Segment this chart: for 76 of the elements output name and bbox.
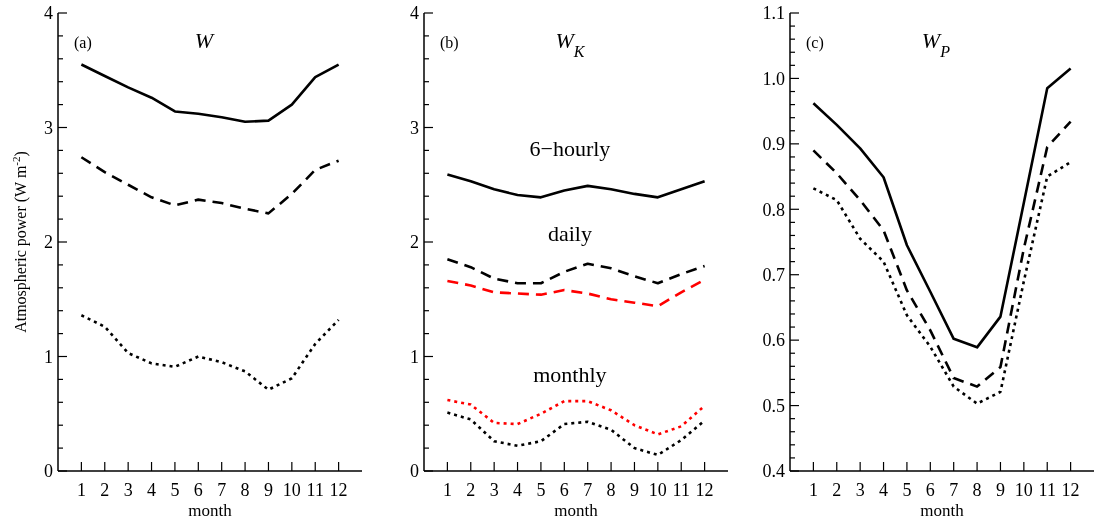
x-tick-label: 4 bbox=[147, 480, 157, 500]
x-tick-label: 9 bbox=[263, 480, 273, 500]
y-tick-label: 1 bbox=[410, 346, 419, 367]
annotation: (b) bbox=[440, 34, 459, 52]
y-tick-label: 0.8 bbox=[762, 199, 785, 220]
y-tick-label: 1.0 bbox=[762, 68, 785, 89]
x-tick-label: 8 bbox=[606, 480, 616, 500]
line-series bbox=[80, 63, 340, 124]
y-tick-label: 0 bbox=[44, 461, 53, 482]
y-tick-label: 1.1 bbox=[762, 3, 785, 24]
line-series bbox=[446, 173, 706, 199]
line-series bbox=[446, 257, 706, 285]
x-tick-label: 9 bbox=[995, 480, 1005, 500]
line-series bbox=[446, 411, 706, 457]
x-tick-label: 12 bbox=[329, 480, 348, 500]
x-tick-label: 3 bbox=[855, 480, 865, 500]
x-tick-label: 8 bbox=[972, 480, 982, 500]
y-tick-label: 0 bbox=[410, 461, 419, 482]
text: W bbox=[194, 28, 215, 53]
x-tick-label: 3 bbox=[123, 480, 133, 500]
x-tick-label: 10 bbox=[282, 480, 301, 500]
line-series bbox=[80, 155, 340, 215]
x-tick-label: 9 bbox=[629, 480, 639, 500]
x-tick-label: 11 bbox=[306, 480, 324, 500]
y-tick-label: 1 bbox=[44, 346, 53, 367]
x-tick-label: 6 bbox=[559, 480, 569, 500]
x-tick-label: 3 bbox=[489, 480, 499, 500]
annotation: 6−hourly bbox=[529, 136, 611, 162]
x-tick-label: 4 bbox=[513, 480, 523, 500]
x-tick-label: 5 bbox=[536, 480, 546, 500]
text: W$_{P}$ bbox=[921, 28, 951, 60]
x-tick-label: 5 bbox=[902, 480, 912, 500]
x-tick-label: 7 bbox=[583, 480, 593, 500]
x-tick-label: 7 bbox=[949, 480, 959, 500]
x-tick-label: 2 bbox=[100, 480, 110, 500]
x-tick-label: 1 bbox=[76, 480, 86, 500]
x-tick-label: 12 bbox=[1061, 480, 1080, 500]
x-axis-title: month bbox=[554, 501, 599, 520]
line-series bbox=[80, 313, 340, 392]
x-tick-label: 1 bbox=[808, 480, 818, 500]
x-tick-label: 6 bbox=[193, 480, 203, 500]
text: W$_{K}$ bbox=[555, 28, 586, 60]
x-axis-title: month bbox=[188, 501, 233, 520]
x-tick-label: 6 bbox=[925, 480, 935, 500]
y-tick-label: 0.7 bbox=[762, 265, 785, 286]
x-tick-label: 2 bbox=[832, 480, 842, 500]
y-tick-label: 3 bbox=[44, 117, 53, 138]
annotation: daily bbox=[547, 221, 592, 247]
x-tick-label: 1 bbox=[442, 480, 452, 500]
line-series bbox=[446, 398, 706, 436]
annotation: (a) bbox=[74, 34, 92, 52]
x-tick-label: 10 bbox=[1014, 480, 1033, 500]
annotation: (c) bbox=[806, 34, 824, 52]
y-tick-label: 0.9 bbox=[762, 134, 785, 155]
annotation: monthly bbox=[533, 362, 607, 388]
y-tick-label: 0.5 bbox=[762, 395, 785, 416]
x-tick-label: 8 bbox=[240, 480, 250, 500]
y-tick-label: 0.4 bbox=[762, 461, 785, 482]
x-tick-label: 11 bbox=[1038, 480, 1056, 500]
y-tick-label: 0.6 bbox=[762, 330, 785, 351]
y-tick-label: 2 bbox=[410, 232, 419, 253]
y-tick-label: 3 bbox=[410, 117, 419, 138]
x-tick-label: 11 bbox=[672, 480, 690, 500]
x-tick-label: 10 bbox=[648, 480, 667, 500]
y-tick-label: 4 bbox=[410, 3, 419, 24]
line-series bbox=[812, 67, 1072, 349]
y-tick-label: 2 bbox=[44, 232, 53, 253]
line-series bbox=[812, 160, 1072, 405]
line-series bbox=[812, 120, 1072, 388]
x-tick-label: 12 bbox=[695, 480, 714, 500]
x-tick-label: 4 bbox=[879, 480, 889, 500]
y-tick-label: 4 bbox=[44, 3, 53, 24]
x-tick-label: 2 bbox=[466, 480, 476, 500]
x-tick-label: 7 bbox=[217, 480, 227, 500]
x-axis-title: month bbox=[920, 501, 965, 520]
x-tick-label: 5 bbox=[170, 480, 180, 500]
